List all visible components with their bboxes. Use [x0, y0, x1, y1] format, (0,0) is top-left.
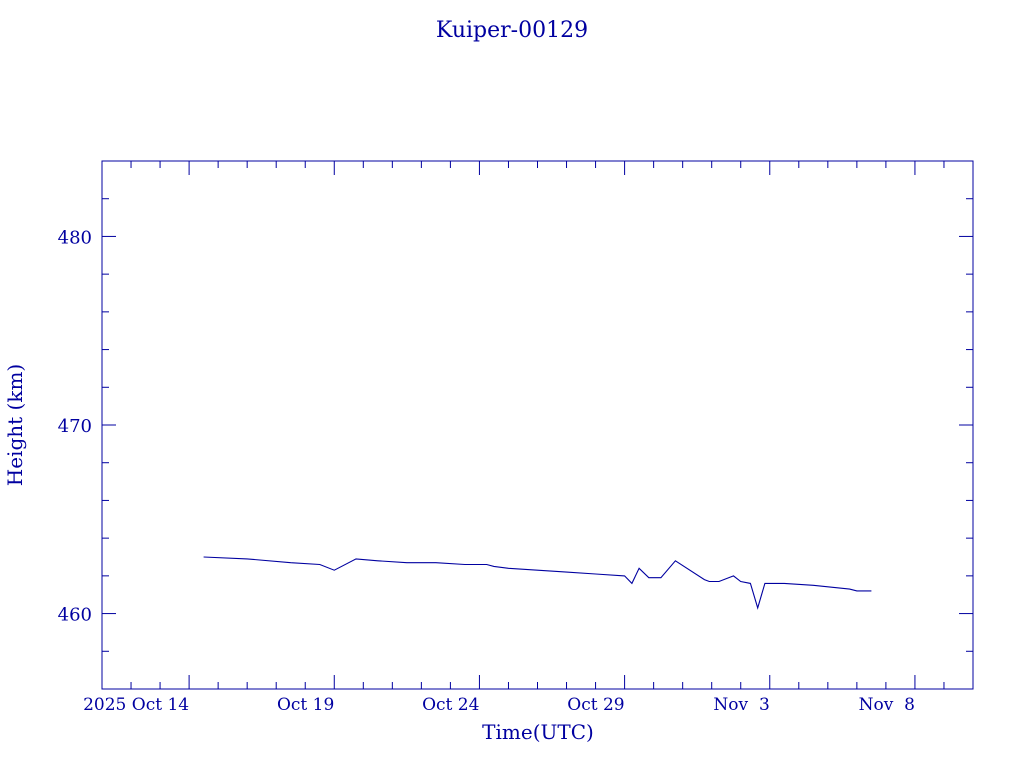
x-axis-label: Time(UTC)	[482, 720, 594, 744]
x-tick-label: Oct 24	[422, 695, 479, 715]
y-tick-label: 480	[58, 227, 92, 248]
x-tick-label: Nov 3	[713, 695, 769, 715]
x-tick-label: Nov 8	[859, 695, 915, 715]
y-tick-label: 460	[58, 605, 92, 626]
x-tick-label: Oct 29	[567, 695, 624, 715]
chart-title: Kuiper-00129	[436, 18, 588, 43]
y-tick-label: 470	[58, 416, 92, 437]
height-series-line	[203, 556, 872, 610]
x-tick-label: 2025 Oct 14	[83, 695, 189, 715]
y-tick-labels: 460 470 480	[58, 227, 92, 625]
x-ticks	[101, 161, 974, 689]
x-tick-labels: 2025 Oct 14 Oct 19 Oct 24 Oct 29 Nov 3 Nov 8	[83, 695, 915, 715]
y-ticks	[102, 160, 973, 690]
x-tick-label: Oct 19	[277, 695, 334, 715]
y-axis-label: Height (km)	[3, 364, 27, 486]
plot-frame	[101, 160, 974, 690]
